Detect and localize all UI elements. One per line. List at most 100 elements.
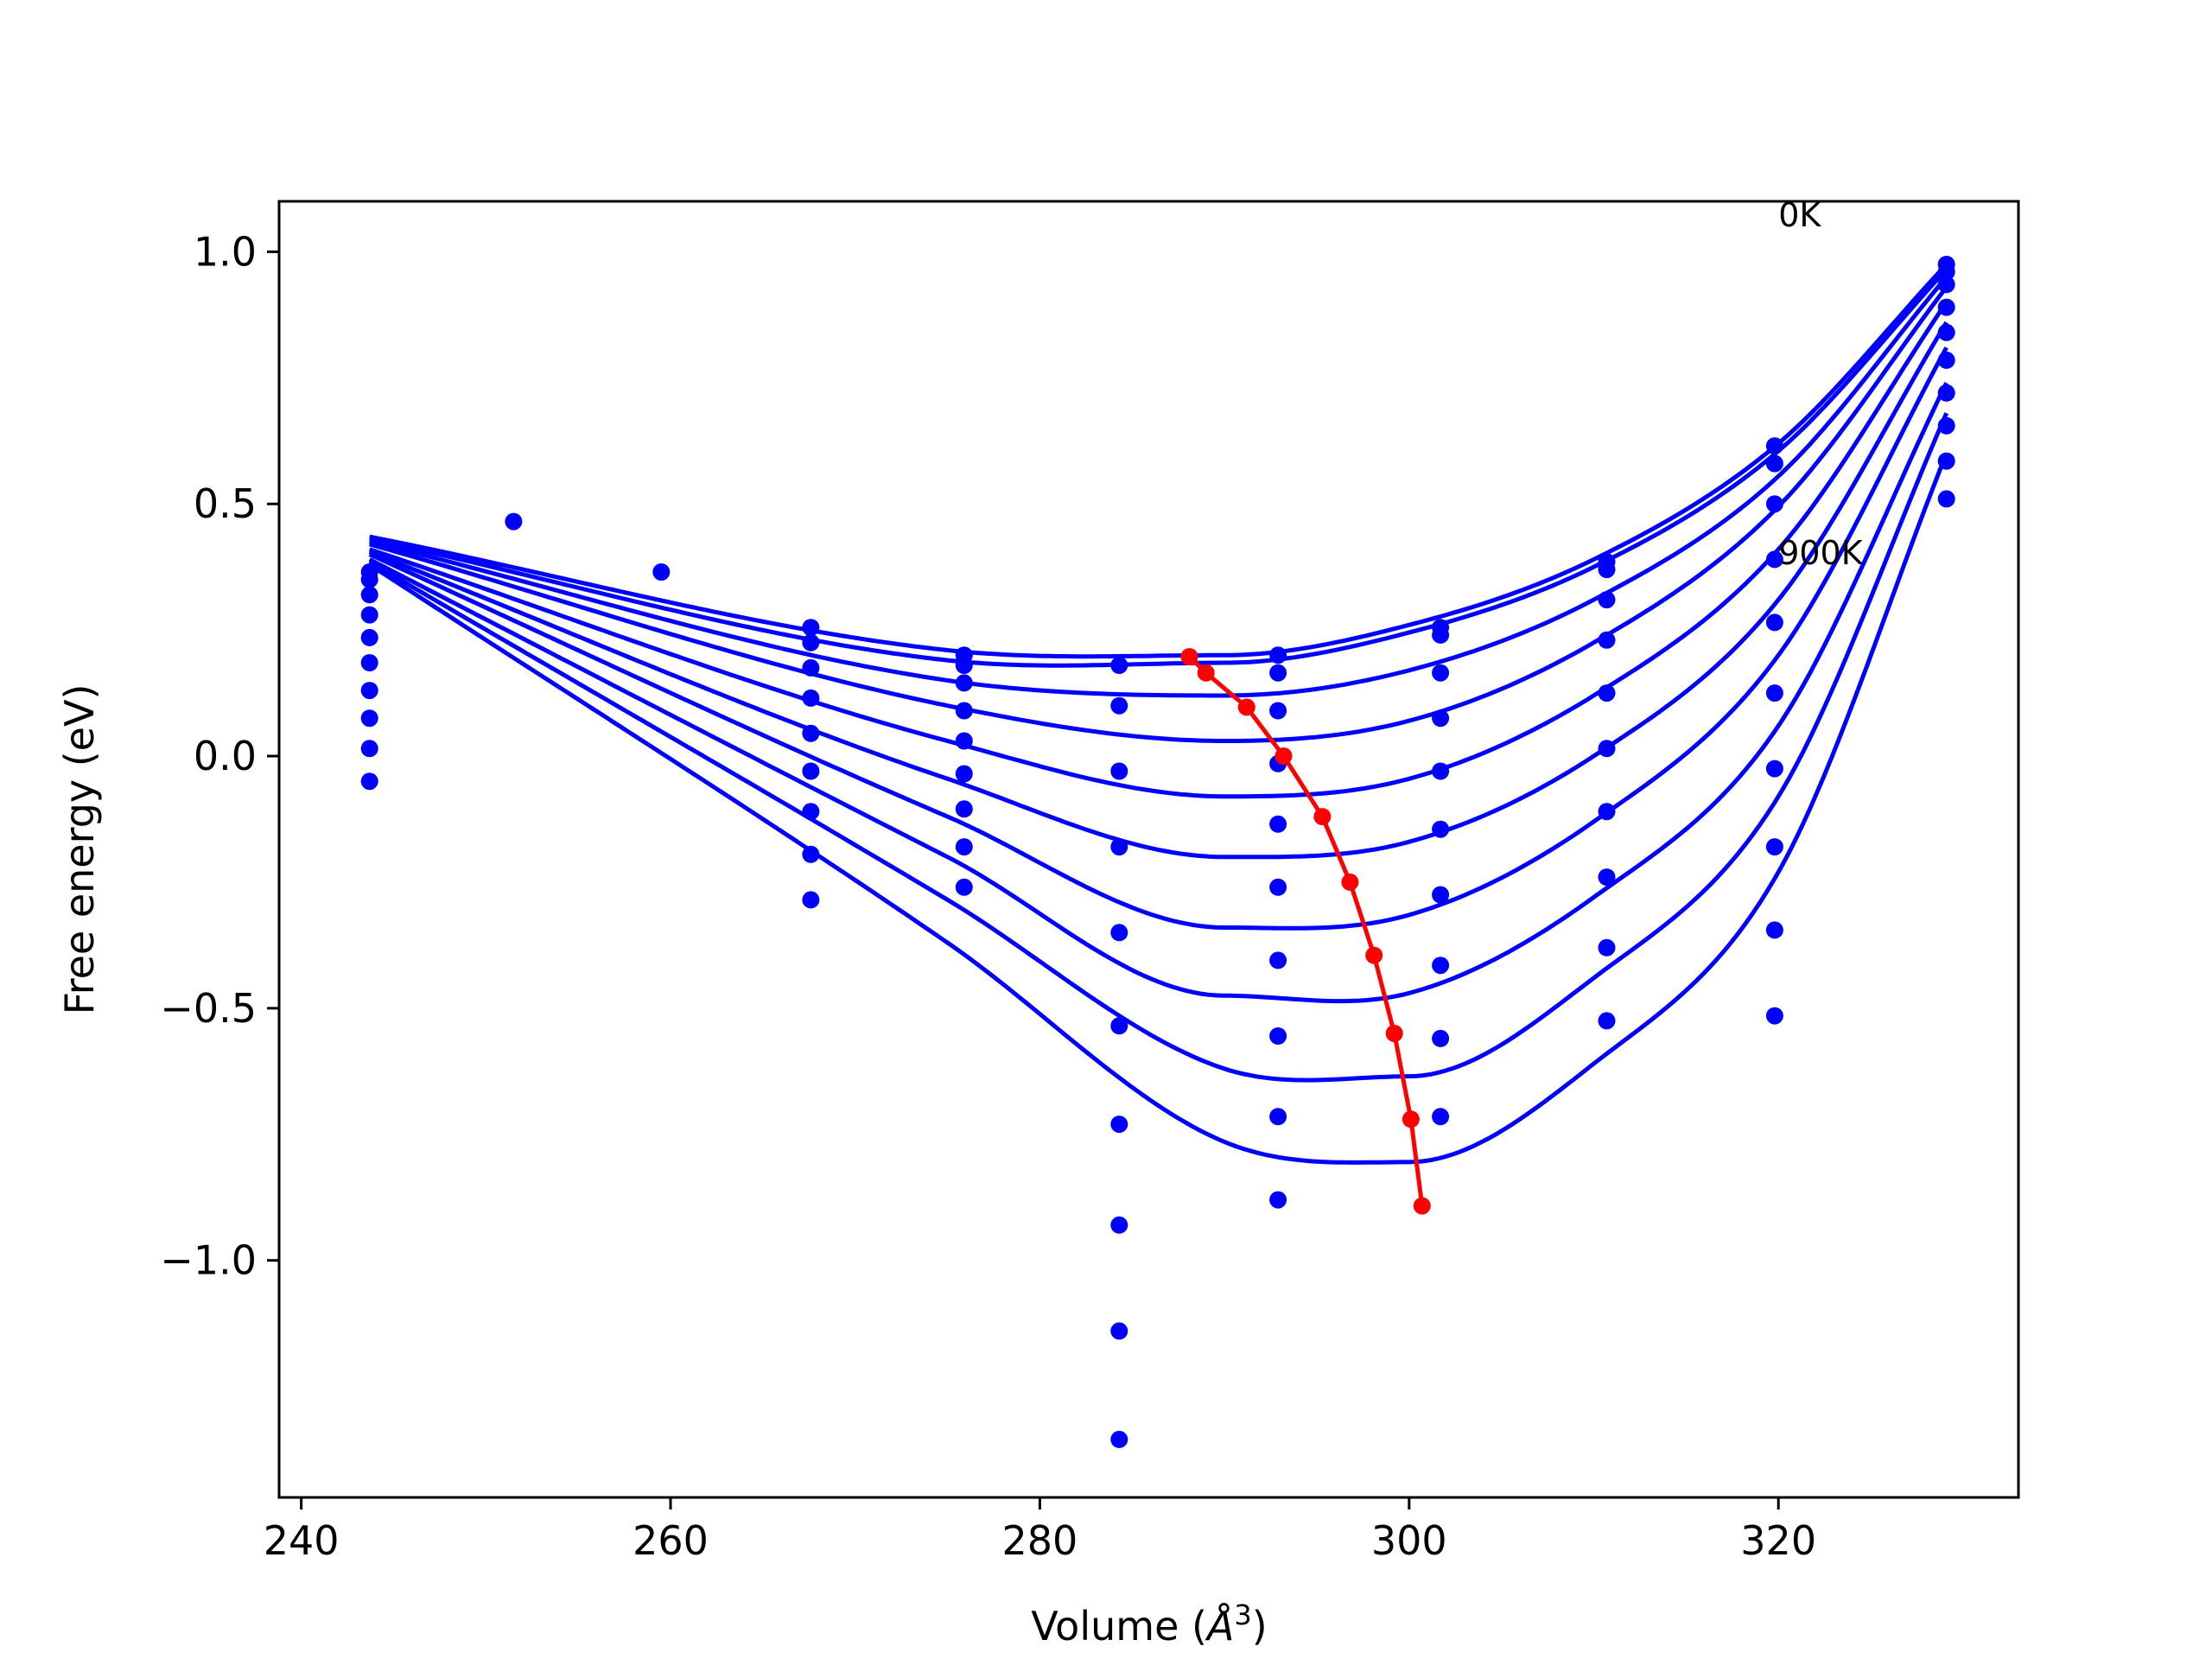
data-point-4-5 [955, 765, 973, 783]
data-point-8-8 [1598, 938, 1616, 957]
data-point-10-6 [1937, 384, 1955, 402]
minimum-point-2 [1237, 698, 1255, 716]
fit-curve-1 [369, 268, 1948, 668]
data-point-6-1 [1269, 664, 1287, 682]
data-point-2-0 [652, 563, 671, 581]
data-point-8-2 [1598, 591, 1616, 609]
data-point-10-5 [1937, 351, 1955, 369]
data-point-4-8 [955, 878, 973, 896]
data-point-9-0 [1765, 437, 1783, 455]
data-point-7-1 [1432, 626, 1450, 644]
y-tick-label-4: −1.0 [160, 1237, 257, 1284]
x-tick-label-0: 240 [264, 1517, 340, 1564]
minimum-point-7 [1385, 1025, 1403, 1042]
data-point-6-6 [1269, 951, 1287, 969]
data-point-3-5 [802, 762, 820, 780]
fit-curve-9 [368, 452, 1949, 1165]
data-point-0-5 [360, 654, 378, 671]
annotation-1: 900K [1778, 534, 1864, 572]
data-point-0-9 [360, 772, 378, 791]
x-tick-label-2: 280 [1002, 1517, 1078, 1564]
data-point-3-6 [802, 803, 820, 821]
data-point-6-8 [1269, 1108, 1287, 1126]
data-point-10-2 [1937, 276, 1955, 294]
data-point-9-6 [1765, 760, 1783, 778]
minima-line [1187, 655, 1425, 1206]
data-point-0-8 [360, 740, 378, 758]
data-point-4-4 [955, 732, 973, 750]
data-point-4-7 [955, 838, 973, 856]
data-point-10-9 [1937, 490, 1955, 508]
data-point-5-0 [1110, 657, 1128, 674]
data-point-8-6 [1598, 803, 1616, 821]
data-point-5-4 [1110, 924, 1128, 942]
data-point-7-7 [1432, 957, 1450, 975]
data-point-3-4 [802, 724, 820, 742]
data-point-10-1 [1937, 263, 1955, 281]
data-point-6-0 [1269, 646, 1287, 664]
data-point-7-9 [1432, 1108, 1450, 1126]
y-axis-ticks: 1.0 0.5 0.0 −0.5 −1.0 [160, 228, 279, 1284]
data-point-0-4 [360, 628, 378, 646]
plot-frame [277, 200, 2020, 1499]
data-point-7-8 [1432, 1029, 1450, 1047]
data-point-6-9 [1269, 1191, 1287, 1209]
minimum-point-8 [1402, 1110, 1420, 1128]
data-point-6-7 [1269, 1027, 1287, 1045]
data-point-3-3 [802, 689, 820, 707]
data-point-5-1 [1110, 696, 1128, 715]
data-point-9-9 [1765, 1007, 1783, 1025]
data-point-10-3 [1937, 298, 1955, 316]
fit-curve-6 [368, 346, 1948, 931]
data-point-8-1 [1598, 561, 1616, 579]
data-point-0-2 [360, 586, 378, 604]
minimum-point-3 [1274, 747, 1293, 765]
fit-curve-0 [369, 263, 1948, 659]
data-point-5-2 [1110, 762, 1128, 780]
data-point-8-4 [1598, 684, 1616, 702]
data-point-6-4 [1269, 815, 1287, 833]
data-point-5-7 [1110, 1216, 1128, 1234]
data-point-10-8 [1937, 452, 1955, 470]
minimum-point-0 [1180, 648, 1198, 665]
data-point-0-7 [360, 709, 378, 728]
data-point-6-2 [1269, 702, 1287, 720]
data-point-0-1 [360, 570, 378, 588]
data-point-4-3 [955, 702, 973, 720]
data-point-0-3 [360, 606, 378, 624]
data-point-4-6 [955, 800, 973, 818]
data-point-3-2 [802, 658, 820, 677]
minimum-point-4 [1313, 808, 1332, 826]
x-axis-ticks: 240 260 280 300 320 [264, 1497, 1816, 1564]
x-tick-label-4: 320 [1740, 1517, 1816, 1564]
fit-curve-5 [368, 321, 1948, 860]
data-point-7-4 [1432, 762, 1450, 780]
data-point-5-5 [1110, 1017, 1128, 1035]
minimum-point-1 [1197, 664, 1215, 682]
data-point-5-8 [1110, 1322, 1128, 1340]
data-point-5-9 [1110, 1430, 1128, 1448]
data-point-6-5 [1269, 878, 1287, 896]
fit-curve-8 [368, 412, 1948, 1083]
y-tick-label-0: 1.0 [194, 228, 257, 275]
data-point-3-0 [802, 619, 820, 637]
minimum-point-9 [1413, 1197, 1431, 1215]
data-point-9-4 [1765, 613, 1783, 632]
y-axis-label: Free energy (eV) [56, 684, 103, 1015]
fit-curve-2 [369, 275, 1948, 698]
y-tick-label-2: 0.0 [194, 733, 257, 779]
data-point-9-7 [1765, 838, 1783, 856]
data-point-10-7 [1937, 416, 1955, 435]
data-point-7-2 [1432, 664, 1450, 682]
data-point-4-1 [955, 657, 973, 674]
data-point-8-9 [1598, 1012, 1616, 1030]
fit-curve-7 [368, 382, 1948, 1004]
data-point-5-3 [1110, 838, 1128, 856]
data-point-0-6 [360, 682, 378, 700]
data-point-7-6 [1432, 886, 1450, 904]
y-tick-label-1: 0.5 [194, 480, 257, 527]
minimum-point-6 [1365, 946, 1383, 964]
data-point-9-2 [1765, 495, 1783, 513]
data-point-8-5 [1598, 740, 1616, 758]
